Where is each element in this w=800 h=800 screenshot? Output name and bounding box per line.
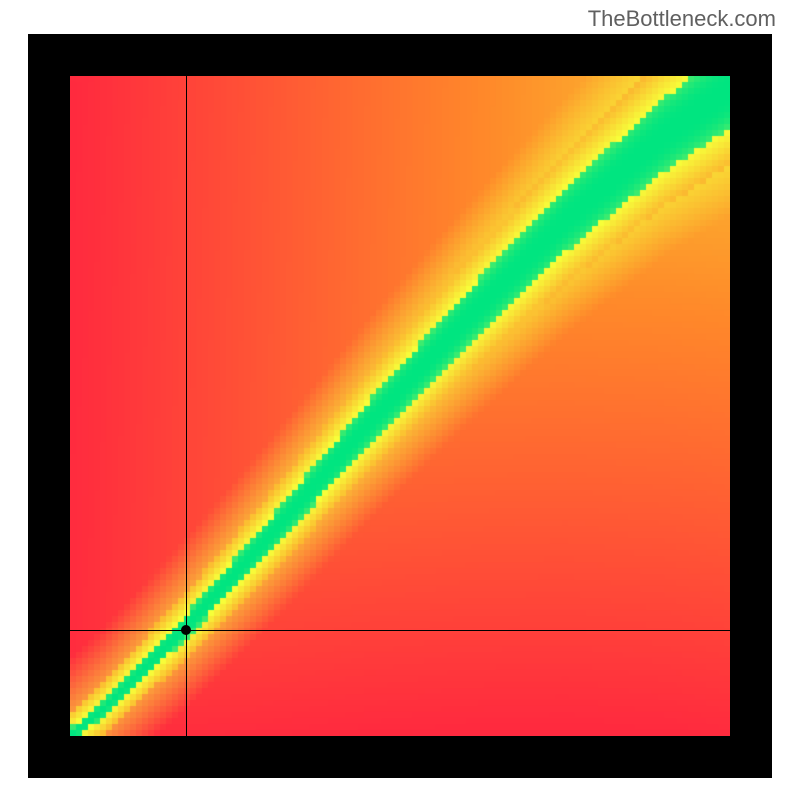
- root: TheBottleneck.com: [0, 0, 800, 800]
- chart-outer-border: [28, 34, 772, 778]
- crosshair-point: [181, 625, 191, 635]
- crosshair-vertical: [186, 76, 187, 736]
- heatmap-plot: [70, 76, 730, 736]
- heatmap-canvas: [70, 76, 730, 736]
- crosshair-horizontal: [70, 630, 730, 631]
- attribution-text: TheBottleneck.com: [588, 6, 776, 32]
